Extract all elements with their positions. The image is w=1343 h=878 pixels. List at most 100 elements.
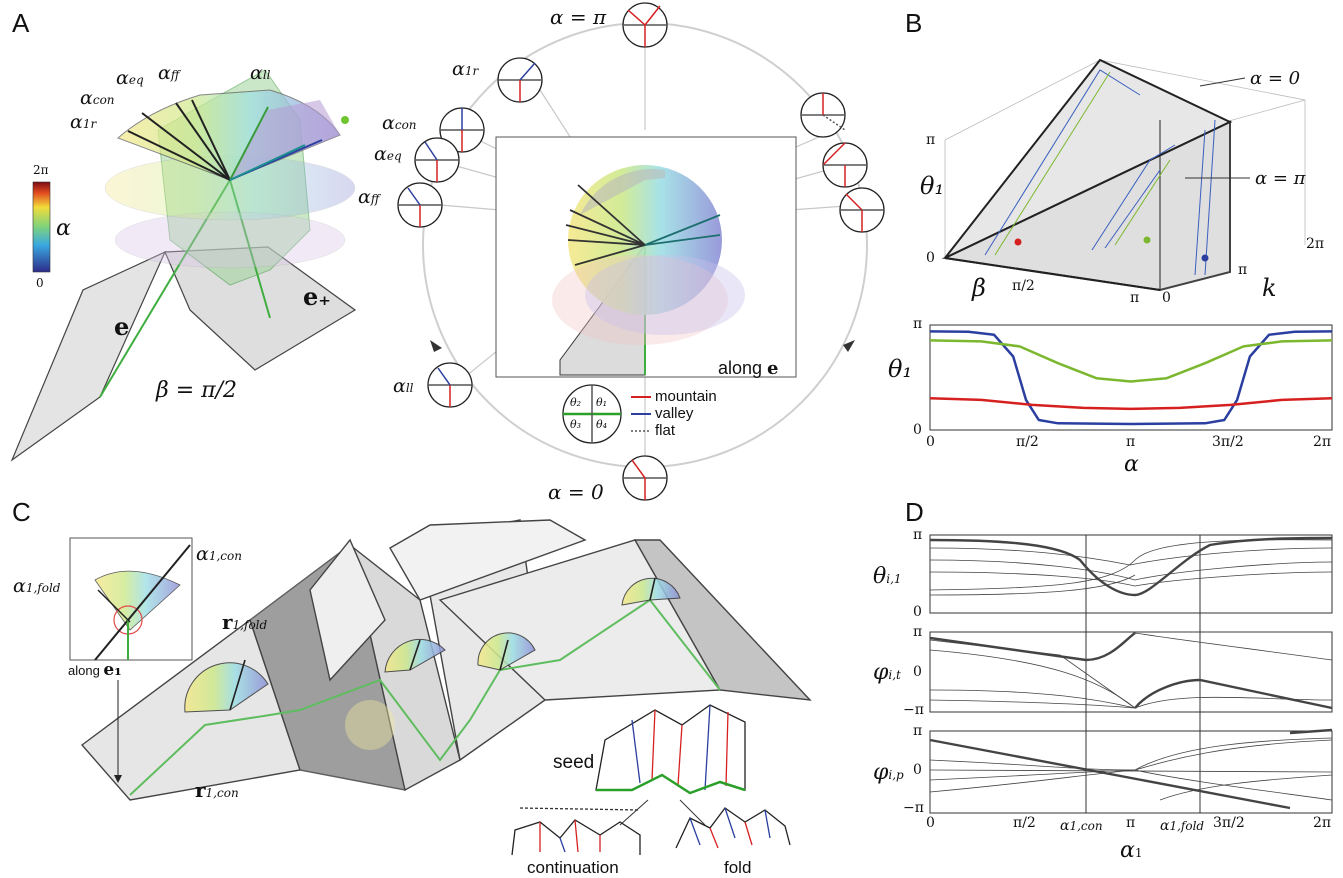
axis3d-beta-pi: π	[1130, 290, 1140, 306]
b-chart-series-2	[929, 396, 1333, 411]
axis3d-theta: θ₁	[920, 172, 945, 200]
label-alpha-ll: αll	[250, 62, 271, 84]
arrow-head-right	[843, 340, 855, 352]
label-e-plus: e₊	[303, 282, 331, 311]
d-p2-pi: π	[913, 624, 923, 640]
axis3d-pi-top: π	[926, 132, 936, 148]
axis3d-k: k	[1262, 274, 1277, 302]
d-xt-3pi2: 3π/2	[1213, 815, 1245, 831]
axis3d-beta: β	[972, 274, 986, 302]
dot-green	[1143, 236, 1151, 244]
label-alpha-eq: αeq	[116, 67, 144, 89]
circle-label-alpha-eq: αeq	[374, 143, 402, 165]
b-chart-yt-0: 0	[913, 422, 922, 438]
along-e-label: along e	[718, 358, 779, 379]
axis3d-kpi: π	[1238, 262, 1248, 278]
panel-c-letter: C	[12, 497, 31, 527]
d-ylabel-phit: φi,t	[873, 660, 901, 685]
b-chart-xlabel: α	[1124, 452, 1139, 477]
colorbar-symbol: α	[56, 216, 71, 241]
circle-label-alpha-con: αcon	[382, 112, 417, 134]
d-ylabel-phip: φi,p	[873, 760, 904, 785]
d-p1-0: 0	[913, 604, 922, 620]
seed-diagram	[595, 704, 746, 795]
label-alpha-ff: αff	[158, 62, 180, 84]
label-beta: β = π/2	[156, 378, 238, 403]
dot-red	[1014, 238, 1022, 246]
axis3d-zero: 0	[926, 250, 935, 266]
legend-valley: valley	[655, 405, 694, 422]
panel-d-letter: D	[905, 497, 924, 527]
b-chart-xt-1: π/2	[1016, 434, 1039, 450]
d-plot2-frame	[929, 631, 1333, 713]
label-seed: seed	[553, 752, 595, 773]
fold-diagram	[675, 807, 791, 849]
dot-blue	[1201, 254, 1209, 262]
d-p3-0: 0	[913, 762, 922, 778]
label-alpha-1r: α1r	[70, 111, 97, 133]
circle-label-alpha-ll: αll	[393, 375, 414, 397]
legend-theta3: θ₃	[570, 418, 582, 431]
legend-mountain: mountain	[655, 388, 717, 405]
b-chart-xt-0: 0	[926, 434, 935, 450]
b-chart-yt-pi: π	[913, 316, 923, 332]
axis3d-k2pi: 2π	[1306, 236, 1325, 252]
panel-a-letter: A	[12, 8, 30, 38]
d-xt-alpha1fold: α1,fold	[1160, 818, 1205, 834]
d-plot2-curves	[929, 631, 1333, 710]
d-p3-mpi: −π	[903, 800, 924, 816]
label-along-e1: along e₁	[68, 660, 122, 680]
circle-label-alpha-1r: α1r	[452, 58, 479, 80]
axis3d-k0: 0	[1162, 290, 1171, 306]
d-p3-pi: π	[913, 723, 923, 739]
legend-theta2: θ₂	[570, 396, 582, 409]
fan-rays	[127, 99, 323, 181]
label-fold: fold	[724, 858, 752, 877]
label-alpha-con: αcon	[80, 87, 115, 109]
label-alpha-pi-b: α = π	[1255, 168, 1306, 189]
label-r-con: r1,con	[195, 778, 239, 802]
label-alpha-1fold: α1,fold	[13, 575, 61, 597]
panel-b-letter: B	[905, 8, 923, 38]
state-circle-creases	[398, 5, 884, 500]
d-ylabel-theta: θi,1	[873, 564, 902, 589]
label-alpha-zero-b: α = 0	[1250, 68, 1301, 89]
b-chart-xt-4: 2π	[1313, 434, 1332, 450]
label-e: e	[114, 312, 130, 341]
colorbar	[32, 181, 51, 273]
surface-curves-blue	[984, 69, 1216, 276]
d-xt-pi: π	[1126, 815, 1136, 831]
label-r-fold: r1,fold	[222, 610, 268, 634]
origami-crease-green	[129, 598, 721, 796]
legend-theta1: θ₁	[596, 396, 608, 409]
b-chart-xt-2: π	[1126, 434, 1136, 450]
label-continuation: continuation	[527, 858, 619, 877]
b-chart-frame	[929, 324, 1333, 431]
d-plot1-frame	[929, 534, 1333, 614]
label-alpha-zero: α = 0	[548, 480, 604, 504]
legend-theta4: θ₄	[596, 418, 608, 431]
circle-label-alpha-ff: αff	[358, 186, 380, 208]
b-chart-series-1	[929, 339, 1333, 383]
colorbar-top-label: 2π	[33, 163, 49, 177]
d-p1-pi: π	[913, 527, 923, 543]
d-xt-pi2: π/2	[1013, 815, 1036, 831]
d-xt-0: 0	[926, 815, 935, 831]
label-alpha-pi: α = π	[550, 5, 607, 29]
d-plot3-curves	[929, 728, 1333, 810]
colorbar-bottom-label: 0	[36, 276, 44, 290]
d-xt-alpha1con: α1,con	[1060, 818, 1103, 834]
legend-flat: flat	[655, 422, 676, 439]
arrow-head-left	[430, 340, 442, 352]
d-xt-2pi: 2π	[1313, 815, 1332, 831]
axis3d-beta-pi2: π/2	[1012, 278, 1035, 294]
d-p2-mpi: −π	[903, 702, 924, 718]
label-alpha-1con: α1,con	[196, 543, 242, 565]
d-plot1-curves	[929, 536, 1333, 597]
